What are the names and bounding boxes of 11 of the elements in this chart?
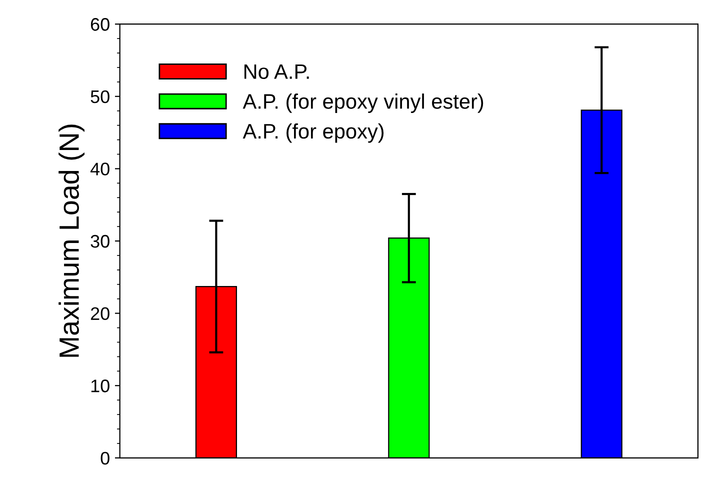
y-tick-label: 10 — [91, 380, 110, 392]
legend-label: No A.P. — [244, 64, 309, 79]
y-tick-label: 0 — [100, 452, 110, 465]
y-tick-label: 40 — [90, 162, 110, 176]
y-axis-title: Maximum Load (N) — [58, 124, 84, 357]
y-tick-label: 20 — [90, 307, 110, 320]
y-tick-label: 50 — [90, 90, 110, 104]
legend-label: A.P. (for epoxy) — [242, 123, 384, 143]
y-tick-label: 30 — [90, 234, 110, 248]
legend-label: A.P. (for epoxy vinyl ester) — [242, 94, 484, 113]
y-tick-label: 60 — [90, 18, 110, 31]
